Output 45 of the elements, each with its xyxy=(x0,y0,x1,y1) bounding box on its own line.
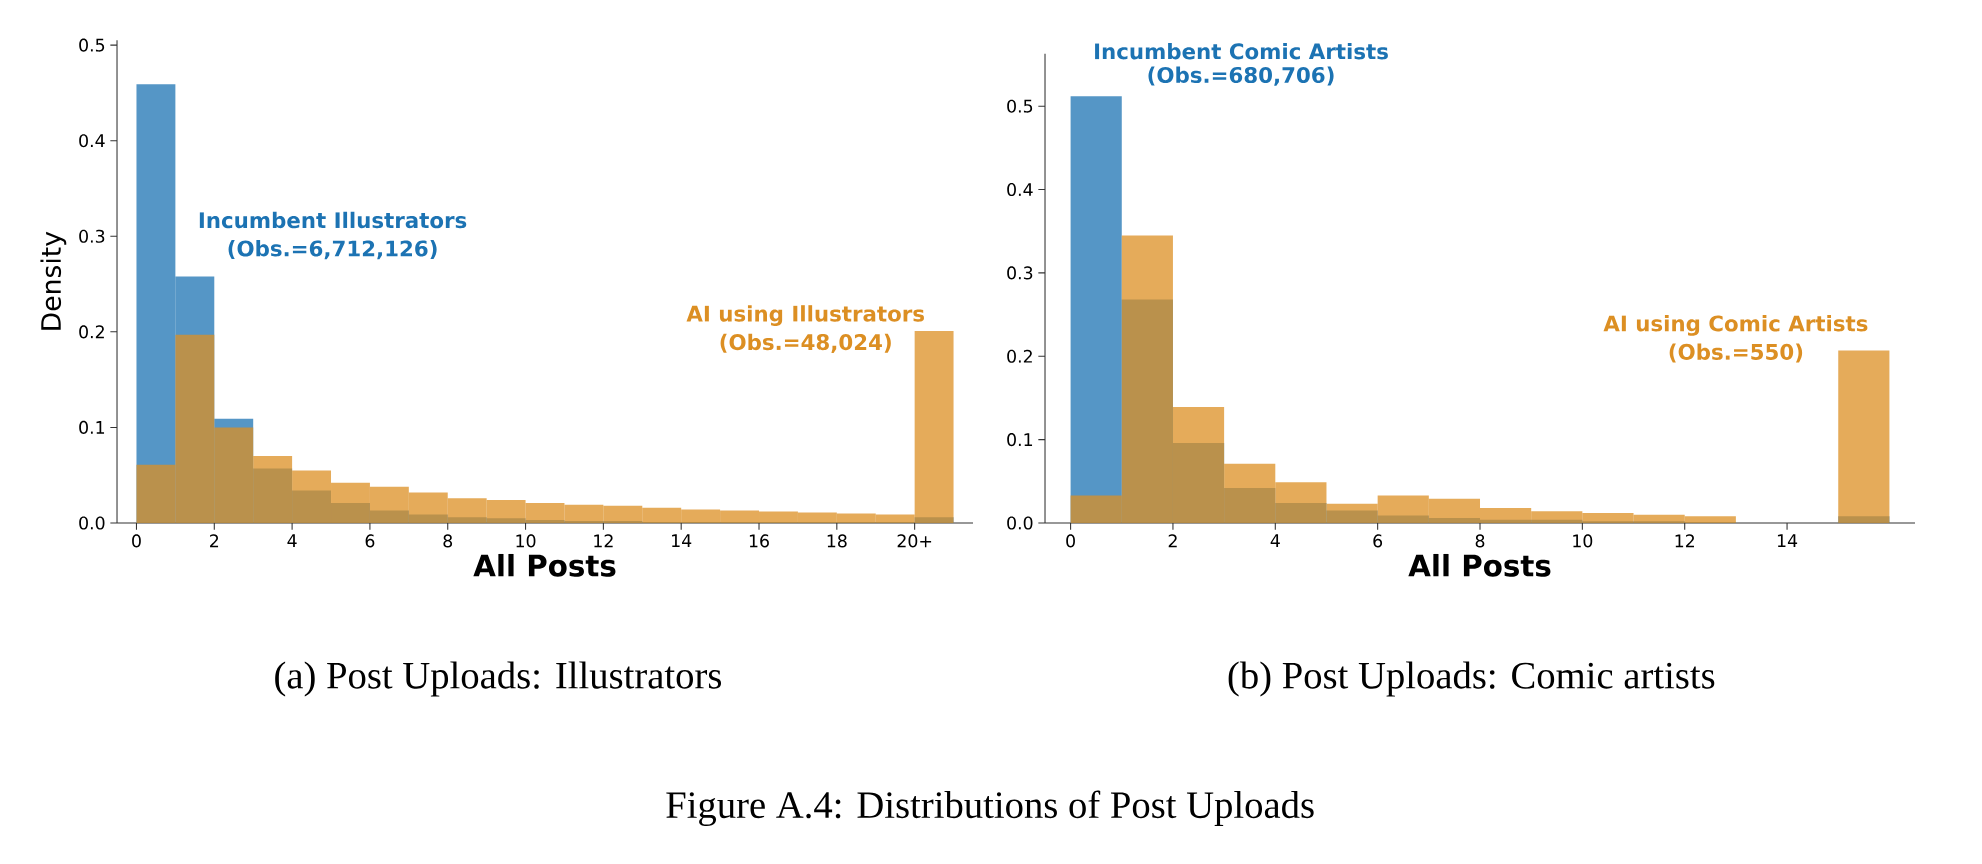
series-label: AI using Comic Artists xyxy=(1603,315,1868,336)
x-tick-label: 12 xyxy=(594,534,613,548)
y-tick-label: 0.3 xyxy=(79,229,105,243)
y-tick-label: 0.5 xyxy=(1007,99,1033,113)
x-tick-label: 6 xyxy=(365,534,375,548)
x-axis-title: All Posts xyxy=(473,553,616,577)
x-tick-label: 6 xyxy=(1373,534,1383,548)
series-label: Incumbent Illustrators xyxy=(199,211,467,229)
y-tick-label: 0.4 xyxy=(79,134,105,148)
y-tick-label: 0.2 xyxy=(79,325,104,339)
x-tick-label: 14 xyxy=(672,534,692,547)
x-tick-label: 0 xyxy=(1066,534,1075,548)
text: (b) Post Uploads: Comic artists xyxy=(1228,661,1715,697)
y-tick-label: 0.5 xyxy=(79,38,105,52)
series-label: AI using Illustrators xyxy=(686,305,924,326)
text: (a) Post Uploads: Illustrators xyxy=(275,661,722,697)
x-tick-label: 12 xyxy=(1675,534,1694,548)
y-tick-label: 0.2 xyxy=(1007,349,1032,363)
series-label: Incumbent Comic Artists xyxy=(1095,42,1388,60)
y-tick-label: 0.0 xyxy=(79,516,105,530)
x-tick-label: 0 xyxy=(132,534,141,548)
text: Figure A.4: Distributions of Post Uploads xyxy=(666,790,1314,827)
y-tick-label: 0.0 xyxy=(1007,516,1033,530)
x-tick-label: 20+ xyxy=(897,534,932,548)
x-tick-label: 10 xyxy=(1573,534,1593,548)
y-tick-label: 0.1 xyxy=(79,420,105,434)
x-axis-title: All Posts xyxy=(1408,553,1551,577)
x-tick-label: 2 xyxy=(210,534,219,548)
x-tick-label: 8 xyxy=(1475,534,1485,548)
y-axis-title: Density xyxy=(40,231,67,330)
x-tick-label: 2 xyxy=(1168,534,1177,548)
annotation: (Obs.=550) xyxy=(1669,343,1803,363)
x-tick-label: 4 xyxy=(1270,534,1280,547)
y-tick-label: 0.1 xyxy=(1007,433,1033,447)
x-tick-label: 8 xyxy=(443,534,453,548)
annotation: (Obs.=680,706) xyxy=(1148,66,1334,86)
x-tick-label: 4 xyxy=(287,534,297,547)
y-tick-label: 0.4 xyxy=(1007,182,1033,197)
annotation: (Obs.=6,712,126) xyxy=(228,240,437,260)
x-tick-label: 18 xyxy=(827,534,847,548)
x-tick-label: 10 xyxy=(516,534,536,548)
y-tick-label: 0.3 xyxy=(1007,266,1033,280)
x-tick-label: 14 xyxy=(1777,534,1798,547)
annotation: (Obs.=48,024) xyxy=(720,333,891,353)
x-tick-label: 16 xyxy=(749,534,769,548)
